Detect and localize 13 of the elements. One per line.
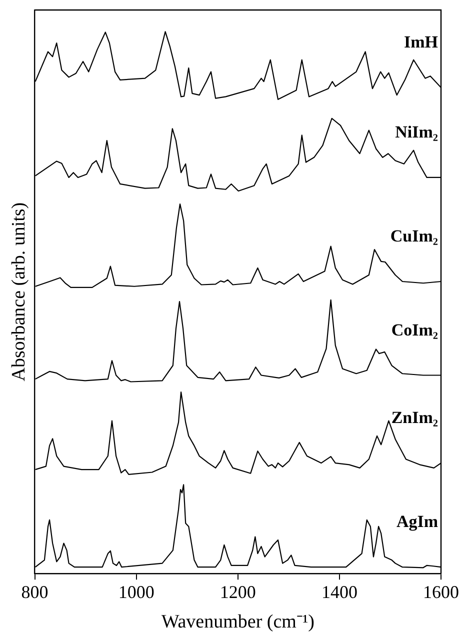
series-label: ZnIm₂ (391, 408, 438, 428)
x-axis-title: Wavenumber (cm⁻¹) (161, 612, 314, 633)
series-label: CuIm₂ (390, 226, 438, 246)
series-label: CoIm₂ (391, 320, 438, 340)
y-axis-title: Absorbance (arb. units) (8, 202, 30, 382)
x-tick-label: 1000 (118, 582, 154, 602)
series-label: ImH (404, 32, 438, 52)
x-tick-label: 1600 (423, 582, 459, 602)
series-label: AgIm (396, 512, 438, 532)
x-tick-label: 800 (21, 582, 48, 602)
series-label: NiIm₂ (395, 122, 438, 142)
x-tick-label: 1200 (220, 582, 256, 602)
x-tick-label: 1400 (321, 582, 358, 602)
